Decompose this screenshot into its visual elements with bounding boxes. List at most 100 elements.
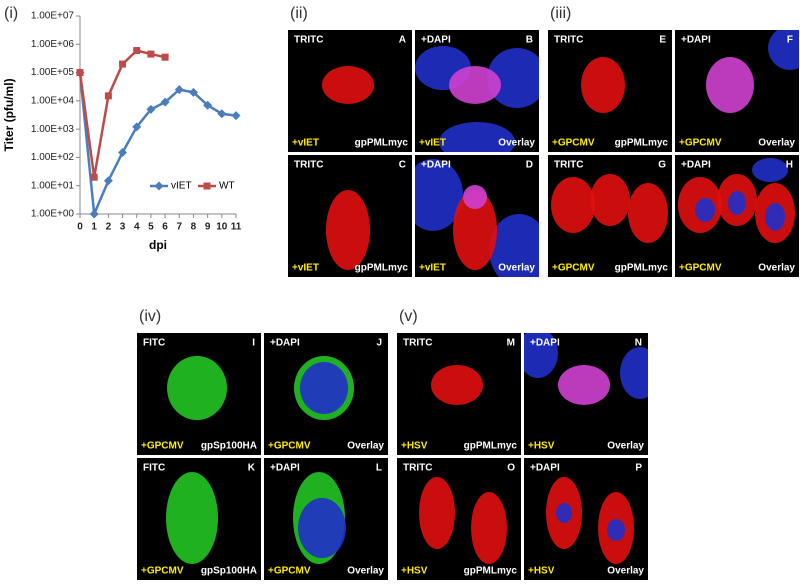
channel-label: TRITC <box>554 35 583 46</box>
x-tick-label: 7 <box>176 222 182 233</box>
treatment-label: +HSV <box>401 566 428 577</box>
cell <box>581 57 625 113</box>
cell <box>431 365 483 405</box>
marker <box>76 69 84 77</box>
y-axis-title: Titer (pfu/ml) <box>2 78 16 151</box>
micrograph: +DAPI N +HSV Overlay <box>524 333 648 455</box>
cell <box>524 333 558 378</box>
micrograph: +DAPI L +GPCMV Overlay <box>264 458 388 580</box>
x-tick-label: 8 <box>191 222 197 233</box>
panel-letter: N <box>635 338 642 349</box>
cells <box>706 30 799 113</box>
y-tick-label: 1.00E+01 <box>31 180 75 191</box>
treatment-label: +GPCMV <box>552 138 595 149</box>
treatment-label: +GPCMV <box>268 566 311 577</box>
marker <box>104 92 112 100</box>
cell <box>471 492 507 564</box>
y-tick-label: 1.00E+04 <box>31 95 75 106</box>
panel-letter: C <box>399 160 406 171</box>
channel-label: +DAPI <box>270 463 300 474</box>
treatment-label: +vIET <box>292 263 319 274</box>
treatment-label: +GPCMV <box>679 138 722 149</box>
legend-marker <box>154 181 164 191</box>
panel-letter: H <box>786 160 793 171</box>
cell <box>489 214 539 277</box>
micrograph: +DAPI J +GPCMV Overlay <box>264 333 388 455</box>
cells <box>415 46 539 152</box>
series-line <box>78 49 166 178</box>
channel-label: TRITC <box>403 338 432 349</box>
caption-label: gpPMLmyc <box>355 263 409 274</box>
x-tick-label: 2 <box>106 222 112 233</box>
caption-label: Overlay <box>498 263 535 274</box>
micrograph: +DAPI D +vIET Overlay <box>415 155 539 277</box>
cell <box>453 190 497 270</box>
cell <box>449 66 501 104</box>
micrograph: FITC K +GPCMV gpSp100HA <box>137 458 261 580</box>
x-tick-label: 3 <box>120 222 126 233</box>
panel-letter: D <box>526 160 533 171</box>
x-tick-label: 1 <box>91 222 97 233</box>
micrograph: TRITC O +HSV gpPMLmyc <box>397 458 521 580</box>
cell <box>706 57 754 113</box>
caption-label: gpPMLmyc <box>464 441 518 452</box>
marker <box>217 109 227 119</box>
treatment-label: +vIET <box>292 138 319 149</box>
cells <box>551 174 668 243</box>
y-tick-label: 1.00E+00 <box>31 209 75 220</box>
cells <box>581 57 625 113</box>
x-tick-label: 6 <box>162 222 168 233</box>
treatment-label: +GPCMV <box>679 263 722 274</box>
x-tick-label: 9 <box>205 222 211 233</box>
cell <box>167 356 227 420</box>
caption-label: gpSp100HA <box>201 441 257 452</box>
treatment-label: +GPCMV <box>268 441 311 452</box>
panel-letter: L <box>376 463 382 474</box>
micrograph: TRITC M +HSV gpPMLmyc <box>397 333 521 455</box>
cell <box>607 519 625 541</box>
micrograph: +DAPI P +HSV Overlay <box>524 458 648 580</box>
channel-label: +DAPI <box>681 35 711 46</box>
marker <box>231 111 241 121</box>
treatment-label: +HSV <box>528 441 555 452</box>
treatment-label: +HSV <box>528 566 555 577</box>
y-tick-label: 1.00E+02 <box>31 152 75 163</box>
cells <box>415 159 539 277</box>
cells <box>322 66 374 104</box>
marker <box>161 53 169 61</box>
cell <box>558 365 610 405</box>
panel-letter: J <box>376 338 382 349</box>
cells <box>294 356 354 420</box>
panel-label: (iv) <box>139 308 161 325</box>
cell <box>728 191 746 215</box>
channel-label: +DAPI <box>270 338 300 349</box>
cell <box>463 185 487 209</box>
cells <box>419 477 507 564</box>
channel-label: +DAPI <box>421 35 451 46</box>
caption-label: gpPMLmyc <box>355 138 409 149</box>
cells <box>326 190 370 270</box>
panel-letter: K <box>248 463 256 474</box>
marker <box>147 50 155 58</box>
channel-label: TRITC <box>294 35 323 46</box>
treatment-label: +vIET <box>419 138 446 149</box>
marker <box>90 173 98 181</box>
panel-label: (v) <box>399 308 418 325</box>
marker <box>118 147 128 157</box>
micrograph: TRITC G +GPCMV gpPMLmyc <box>548 155 672 277</box>
marker <box>188 87 198 97</box>
micrograph: TRITC A +vIET gpPMLmyc <box>288 30 412 152</box>
marker <box>132 122 142 132</box>
x-tick-label: 4 <box>134 222 140 233</box>
marker <box>146 104 156 114</box>
cell <box>590 174 630 226</box>
marker <box>119 60 127 68</box>
cell <box>551 177 595 233</box>
treatment-label: +GPCMV <box>141 566 184 577</box>
caption-label: Overlay <box>347 441 384 452</box>
channel-label: FITC <box>143 463 165 474</box>
cells <box>431 365 483 405</box>
channel-label: FITC <box>143 338 165 349</box>
caption-label: gpSp100HA <box>201 566 257 577</box>
panel-label: (iii) <box>550 5 571 22</box>
